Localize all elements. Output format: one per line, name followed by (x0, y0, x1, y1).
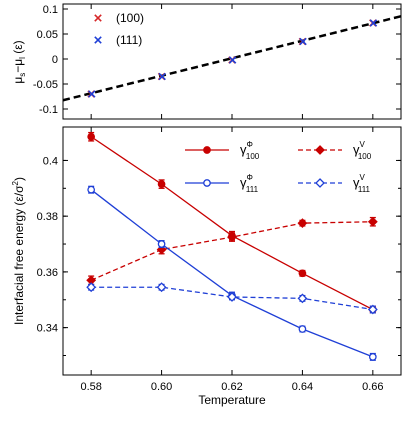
top-point-111 (369, 19, 378, 27)
data-point-phi-111 (87, 185, 96, 194)
bottom-plot-marks (86, 131, 378, 361)
legend-label-phi-111: γΦ 111 (240, 173, 259, 194)
bottom-plot-ticks: 0.4 0.38 0.36 0.34 0.58 0.60 0.62 0.64 0.66 (37, 127, 401, 393)
data-point-phi-111 (298, 325, 307, 333)
bottom-plot-legend: γΦ 100 γV 100 γΦ 111 γV 111 (185, 140, 372, 194)
bottom-x-tick-label: 0.58 (80, 381, 101, 393)
top-y-axis-label: μs−μl (ε) (11, 40, 27, 83)
top-y-tick-label: 0 (52, 54, 58, 66)
top-plot-marks: (100) (111) (62, 11, 402, 102)
data-point-v-111 (86, 282, 97, 293)
top-plot-ticks: 0.1 0.05 0 -0.05 -0.1 (33, 4, 401, 119)
data-point-phi-100 (87, 132, 96, 141)
data-point-v-111 (297, 293, 308, 304)
data-point-v-100 (297, 218, 308, 229)
bottom-y-tick-label: 0.4 (43, 155, 58, 167)
bottom-x-tick-label: 0.66 (362, 381, 383, 393)
top-y-tick-label: 0.05 (37, 29, 58, 41)
bottom-x-tick-label: 0.64 (292, 381, 313, 393)
legend-label-v-111: γV 111 (353, 173, 371, 194)
top-legend-marker (94, 14, 102, 22)
data-point-phi-111 (157, 240, 166, 248)
bottom-x-tick-label: 0.62 (221, 381, 242, 393)
bottom-y-tick-label: 0.38 (37, 211, 58, 223)
data-point-v-111 (227, 292, 237, 302)
data-point-v-100 (367, 216, 378, 227)
top-legend-label: (100) (116, 11, 144, 25)
series-line-v-111 (91, 286, 373, 311)
data-point-phi-111 (368, 353, 377, 361)
legend-marker-phi-111 (203, 179, 211, 187)
top-legend-marker (94, 36, 102, 44)
bottom-y-tick-label: 0.36 (37, 267, 58, 279)
data-point-phi-100 (298, 269, 307, 278)
top-point-111 (88, 90, 96, 98)
x-axis-label: Temperature (198, 393, 266, 407)
top-point-111 (299, 37, 307, 46)
data-point-v-111 (367, 304, 378, 315)
legend-marker-phi-100 (203, 146, 211, 154)
legend-marker-v-100 (315, 145, 325, 155)
series-line-v-100 (90, 221, 373, 281)
top-point-111 (228, 56, 237, 64)
bottom-x-tick-label: 0.60 (151, 381, 172, 393)
bottom-y-axis-label: Interfacial free energy (ε/σ2) (11, 177, 26, 325)
top-y-tick-label: -0.1 (39, 104, 58, 116)
data-point-phi-100 (157, 180, 166, 188)
top-fit-line (62, 15, 402, 102)
top-y-tick-label: -0.05 (33, 79, 58, 91)
bottom-plot-frame (62, 126, 402, 376)
data-point-v-100 (227, 232, 237, 242)
legend-marker-v-111 (315, 178, 325, 188)
data-point-v-111 (156, 282, 167, 293)
legend-label-phi-100: γΦ 100 (240, 140, 260, 161)
top-y-tick-label: 0.1 (43, 4, 58, 16)
top-point-111 (158, 72, 166, 81)
series-line-phi-111 (90, 189, 374, 358)
top-legend-label: (111) (116, 33, 142, 47)
legend-label-v-100: γV 100 (353, 140, 372, 161)
bottom-y-tick-label: 0.34 (37, 323, 58, 335)
